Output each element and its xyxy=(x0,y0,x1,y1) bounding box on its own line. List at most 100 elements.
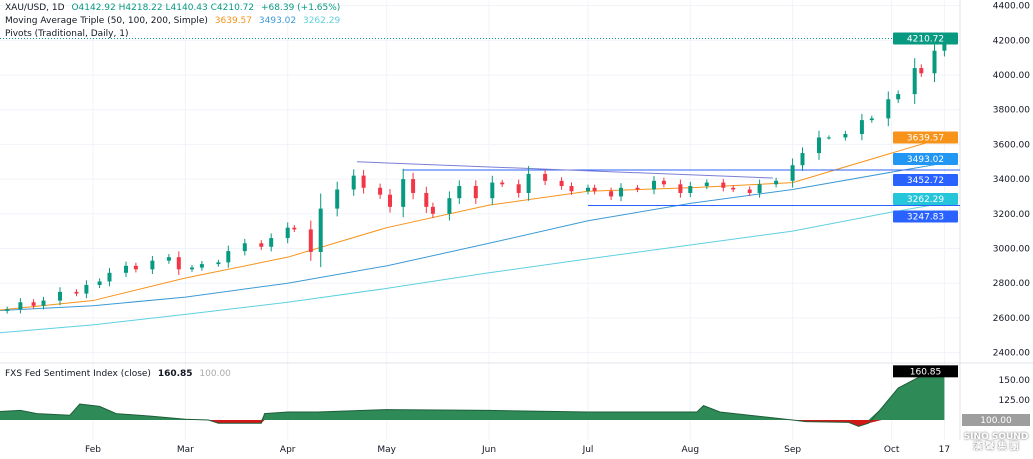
candle-body xyxy=(490,182,495,199)
candle-body xyxy=(107,272,112,282)
pivot-tag: 3247.83 xyxy=(907,213,944,223)
candle-body xyxy=(133,265,138,270)
candle-body xyxy=(790,165,795,181)
symbol-label[interactable]: XAU/USD, 1D xyxy=(5,3,65,13)
ma50-tag-bg xyxy=(893,131,958,144)
candle-body xyxy=(74,291,79,294)
candle-body xyxy=(199,264,204,268)
sub-ref-tag: 100.00 xyxy=(980,416,1012,426)
sub-value: 160.85 xyxy=(157,369,193,379)
candle-body xyxy=(457,186,462,199)
ma50-line xyxy=(0,137,945,311)
candle-body xyxy=(58,291,62,301)
sub-value-tag: 160.85 xyxy=(910,367,942,377)
ma200-tag-bg xyxy=(893,192,958,205)
candle-body xyxy=(150,260,155,270)
candle-body xyxy=(124,265,128,273)
ma50-tag: 3639.57 xyxy=(907,134,944,144)
candle-body xyxy=(896,94,901,100)
y-tick-label: 2600.00 xyxy=(993,314,1030,324)
y-tick-label: 4200.00 xyxy=(993,36,1030,46)
ma100-value: 3493.02 xyxy=(258,16,297,26)
candle-body xyxy=(411,179,416,193)
candle-body xyxy=(869,118,874,121)
candle-body xyxy=(635,187,640,190)
x-tick-label: Jul xyxy=(582,445,594,455)
sub-y-tick: 150.00 xyxy=(999,376,1031,386)
y-tick-label: 4400.00 xyxy=(993,2,1030,12)
sub-value-tag-bg xyxy=(893,365,958,378)
low-value: L4140.43 xyxy=(165,3,208,13)
candle-body xyxy=(259,243,264,247)
ma-label[interactable]: Moving Average Triple (50, 100, 200, Sim… xyxy=(5,16,208,26)
candle-body xyxy=(226,251,231,263)
candle-body xyxy=(826,137,831,139)
candle-body xyxy=(84,284,89,294)
candle-body xyxy=(401,179,406,207)
trend-line xyxy=(356,161,773,179)
y-tick-label: 3400.00 xyxy=(993,175,1030,185)
candle-body xyxy=(721,182,726,188)
x-tick-label: Sep xyxy=(784,445,801,455)
sub-ref-tag-bg xyxy=(962,414,1030,426)
candle-body xyxy=(361,175,366,188)
candle-body xyxy=(886,99,891,119)
candle-body xyxy=(473,186,478,199)
candle-body xyxy=(912,68,917,95)
candle-body xyxy=(932,50,937,74)
candle-body xyxy=(166,257,171,261)
candle-body xyxy=(592,187,597,192)
candle-body xyxy=(774,180,779,185)
candle-body xyxy=(559,180,564,187)
candle-body xyxy=(447,198,452,214)
ma50-value: 3639.57 xyxy=(214,16,253,26)
ma-legend: Moving Average Triple (50, 100, 200, Sim… xyxy=(5,16,344,27)
candle-body xyxy=(190,267,194,270)
candle-body xyxy=(97,281,102,285)
candle-body xyxy=(242,243,247,252)
candle-body xyxy=(308,229,313,252)
pivots-label[interactable]: Pivots (Traditional, Daily, 1) xyxy=(5,29,129,39)
x-tick-label: Oct xyxy=(884,445,900,455)
candle-body xyxy=(318,208,323,252)
x-tick-label: 17 xyxy=(939,445,950,455)
candle-body xyxy=(704,182,709,187)
candle-body xyxy=(31,302,36,306)
candle-body xyxy=(378,187,383,195)
pivot-tag: 3452.72 xyxy=(907,176,944,186)
change-value: +68.39 (+1.65%) xyxy=(261,3,341,13)
sub-label[interactable]: FXS Fed Sentiment Index (close) xyxy=(5,369,151,379)
y-tick-label: 4000.00 xyxy=(993,71,1030,81)
candle-body xyxy=(859,120,864,134)
candle-body xyxy=(586,187,590,192)
ma100-tag-bg xyxy=(893,152,958,165)
pivots-legend: Pivots (Traditional, Daily, 1) xyxy=(5,29,132,40)
sub-y-tick: 125.00 xyxy=(999,396,1031,406)
last-price-tag-bg xyxy=(893,32,958,45)
candle-body xyxy=(688,186,693,193)
candle-body xyxy=(526,173,531,193)
open-value: O4142.92 xyxy=(71,3,116,13)
y-tick-label: 2800.00 xyxy=(993,279,1030,289)
candle-body xyxy=(430,206,435,214)
y-tick-label: 3000.00 xyxy=(993,245,1030,255)
candle-body xyxy=(351,175,356,190)
sub-legend: FXS Fed Sentiment Index (close) 160.85 1… xyxy=(5,369,235,380)
candle-body xyxy=(800,153,805,166)
sentiment-negative-area xyxy=(0,420,945,427)
candle-body xyxy=(678,184,683,193)
ma100-line xyxy=(0,162,945,311)
symbol-legend: XAU/USD, 1D O4142.92 H4218.22 L4140.43 C… xyxy=(5,3,344,14)
x-tick-label: Feb xyxy=(85,445,101,455)
x-tick-label: Aug xyxy=(682,445,700,455)
candle-body xyxy=(661,180,666,185)
candle-body xyxy=(285,227,290,239)
last-price-tag: 4210.72 xyxy=(907,34,944,44)
candle-body xyxy=(5,309,10,311)
y-tick-label: 2400.00 xyxy=(993,349,1030,359)
sentiment-line xyxy=(0,370,945,427)
close-value: C4210.72 xyxy=(210,3,255,13)
high-value: H4218.22 xyxy=(118,3,163,13)
